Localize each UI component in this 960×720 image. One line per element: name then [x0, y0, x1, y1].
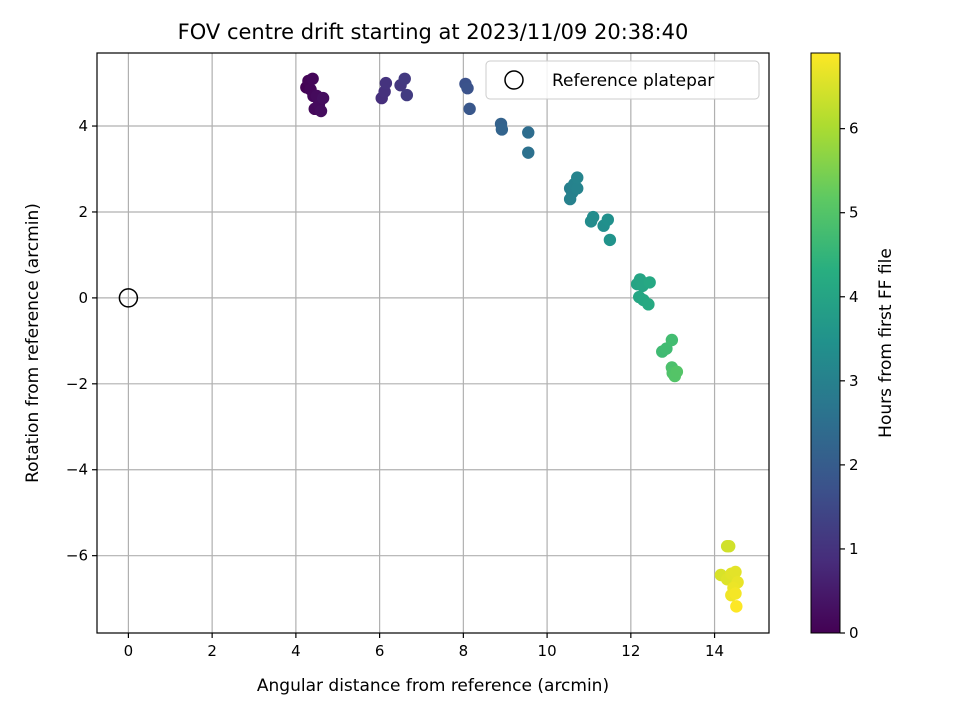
data-point — [571, 182, 584, 195]
colorbar-ticks: 0 1 2 3 4 5 6 — [840, 120, 859, 642]
data-point — [601, 213, 615, 226]
data-point — [563, 192, 577, 206]
data-point — [723, 540, 736, 553]
reference-point — [118, 288, 139, 308]
legend-box — [485, 60, 760, 100]
x-tick-label: 14 — [705, 642, 724, 660]
colorbar-tick-label: 5 — [849, 204, 859, 222]
data-point — [400, 88, 414, 102]
y-tick-label: 4 — [78, 117, 88, 135]
data-point — [522, 126, 535, 139]
y-ticks: −6 −4 −2 0 2 4 — [66, 117, 97, 565]
data-point — [495, 123, 509, 136]
data-point — [571, 171, 584, 184]
data-point — [643, 276, 656, 289]
x-tick-label: 6 — [375, 642, 385, 660]
x-ticks: 0 2 4 6 8 10 12 14 — [124, 633, 724, 660]
data-point — [729, 565, 742, 579]
x-axis-label: Angular distance from reference (arcmin) — [257, 676, 609, 696]
colorbar-label: Hours from first FF file — [876, 248, 896, 438]
data-point — [314, 104, 328, 118]
y-tick-label: 2 — [78, 203, 88, 221]
x-tick-label: 12 — [621, 642, 640, 660]
data-point — [642, 298, 655, 311]
colorbar-tick-label: 1 — [849, 540, 859, 558]
y-tick-label: −6 — [66, 547, 88, 565]
colorbar-tick-label: 0 — [849, 624, 859, 642]
y-tick-label: 0 — [78, 289, 88, 307]
data-point — [316, 91, 330, 105]
y-tick-label: −4 — [66, 461, 88, 479]
data-point — [522, 146, 535, 159]
x-tick-label: 4 — [291, 642, 301, 660]
x-tick-label: 2 — [207, 642, 217, 660]
data-point — [729, 587, 742, 600]
legend: Reference platepar — [485, 60, 760, 100]
data-points — [300, 72, 744, 613]
x-tick-label: 10 — [538, 642, 557, 660]
colorbar: 0 1 2 3 4 5 6 Hours from first FF file — [810, 52, 896, 642]
colorbar-gradient — [810, 52, 841, 634]
colorbar-tick-label: 4 — [849, 288, 859, 306]
data-point — [379, 76, 393, 90]
colorbar-tick-label: 2 — [849, 456, 859, 474]
grid — [97, 53, 769, 633]
data-point — [603, 233, 617, 247]
colorbar-tick-label: 6 — [849, 120, 859, 138]
plot-area: 0 2 4 6 8 10 12 14 −6 −4 −2 0 2 4 — [66, 52, 770, 660]
data-point — [730, 600, 743, 613]
chart-title: FOV centre drift starting at 2023/11/09 … — [178, 20, 689, 44]
x-tick-label: 8 — [459, 642, 469, 660]
data-point — [670, 365, 684, 378]
legend-marker — [504, 70, 524, 90]
x-tick-label: 0 — [124, 642, 134, 660]
data-point — [398, 72, 411, 85]
data-point — [586, 210, 600, 224]
data-point — [306, 72, 319, 85]
colorbar-tick-label: 3 — [849, 372, 859, 390]
data-point — [463, 102, 476, 116]
plot-frame — [96, 52, 770, 634]
legend-label: Reference platepar — [552, 71, 714, 91]
y-axis-label: Rotation from reference (arcmin) — [23, 203, 43, 483]
y-tick-label: −2 — [66, 375, 88, 393]
data-point — [665, 333, 679, 347]
data-point — [461, 82, 474, 95]
